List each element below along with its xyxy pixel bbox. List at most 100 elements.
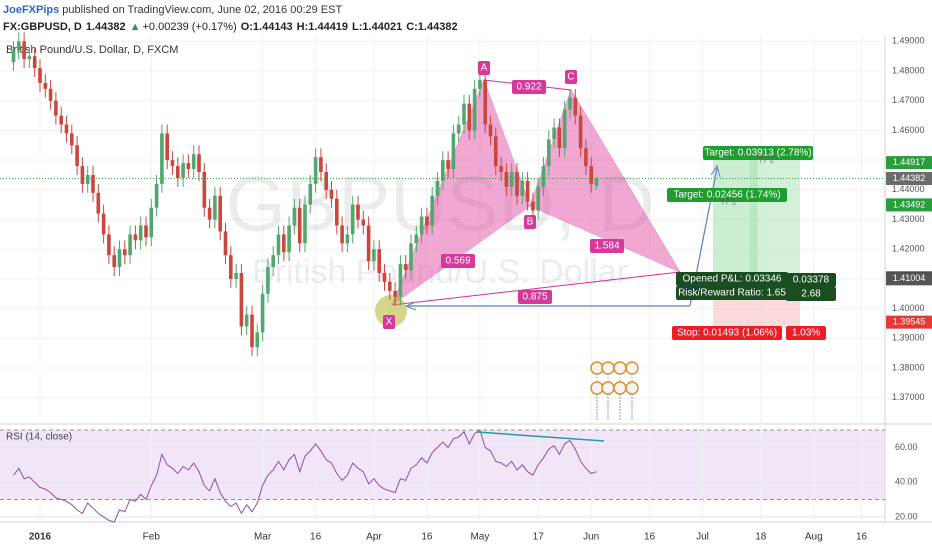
- candle-body: [154, 183, 159, 208]
- candle-body: [255, 332, 260, 348]
- candle-body: [403, 264, 408, 271]
- candle-body: [541, 166, 546, 187]
- ratio-label-box: [512, 80, 546, 94]
- candle-body: [419, 216, 424, 235]
- candle-body: [101, 213, 106, 235]
- rsi-tick-label: 20.00: [895, 511, 918, 521]
- price-label-box: [886, 272, 932, 286]
- candle-body: [568, 97, 572, 110]
- ratio-label-box: [441, 254, 475, 268]
- candle-body: [382, 273, 387, 282]
- position-label-box: [786, 287, 836, 301]
- candle-body: [107, 234, 111, 256]
- candle-body: [191, 154, 196, 170]
- position-label-text: Target: 0.02456 (1.74%): [673, 190, 780, 201]
- x-tick-label: 16: [310, 532, 322, 543]
- pattern-point-text: A: [481, 63, 488, 74]
- author[interactable]: JoeFXPips: [3, 4, 59, 16]
- rsi-band: [0, 430, 885, 500]
- price-label-box: [886, 172, 932, 186]
- pattern-point-box: [565, 70, 577, 84]
- candle-body: [244, 314, 249, 327]
- candle-body: [340, 225, 344, 244]
- candle-body: [43, 82, 48, 89]
- ratio-label: 1.584: [590, 239, 624, 253]
- y-tick-label: 1.49000: [892, 36, 925, 46]
- pattern-point-text: C: [567, 72, 574, 83]
- candle-body: [467, 103, 472, 131]
- candle-body: [494, 136, 498, 167]
- ohlc-close: C:1.44382: [406, 21, 457, 33]
- price-label: 1.39545: [893, 317, 926, 327]
- ratio-label-text: 0.922: [516, 82, 541, 93]
- event-flag: [590, 381, 604, 395]
- change: +0.00239 (+0.17%): [143, 21, 237, 33]
- candle-body: [229, 255, 233, 279]
- candle-body: [430, 195, 434, 226]
- pattern-point-box: [524, 215, 536, 229]
- y-tick-label: 1.47000: [892, 95, 925, 105]
- pattern-point-text: X: [386, 317, 393, 328]
- candle-body: [388, 281, 392, 291]
- candle-body: [414, 234, 419, 244]
- pattern-point-text: B: [527, 217, 534, 228]
- y-tick-label: 1.37000: [892, 392, 925, 402]
- entry-arrow: [710, 164, 721, 178]
- candle-body: [525, 180, 530, 202]
- candle-body: [218, 195, 222, 232]
- candle-body: [462, 103, 466, 125]
- candle-body: [329, 189, 334, 199]
- price-label: 1.41004: [893, 273, 926, 283]
- rsi-tick-label: 40.00: [895, 477, 918, 487]
- position-label-text: Risk/Reward Ratio: 1.65: [678, 288, 786, 299]
- pattern-point: B: [524, 215, 536, 229]
- candle-body: [202, 172, 207, 208]
- position-label-text: 2.68: [801, 289, 821, 300]
- candle-body: [276, 234, 281, 256]
- event-flag: [601, 361, 615, 375]
- candle-body: [11, 50, 16, 63]
- position-label-box: [786, 273, 836, 287]
- x-tick-label: 2016: [29, 532, 52, 543]
- event-flag: [601, 381, 615, 395]
- position-label-box: [703, 146, 813, 160]
- candle-body: [27, 56, 32, 60]
- position-label-box: [672, 326, 782, 340]
- candle-body: [287, 225, 291, 253]
- position-label: 2.68: [786, 287, 836, 301]
- candle-body: [350, 204, 355, 235]
- x-tick-label: 16: [644, 532, 656, 543]
- candle-body: [425, 216, 429, 226]
- candle-body: [345, 234, 350, 244]
- position-label-text: Target: 0.03913 (2.78%): [704, 148, 811, 159]
- price-label: 1.44917: [893, 157, 926, 167]
- candle-body: [435, 180, 440, 196]
- x-tick-label: 17: [533, 532, 545, 543]
- candle-body: [54, 100, 58, 116]
- price-label: 1.43492: [893, 199, 926, 209]
- position-label: 1.03%: [786, 326, 826, 340]
- candle-body: [181, 163, 185, 178]
- publish-line: JoeFXPips published on TradingView.com, …: [3, 4, 342, 16]
- ratio-label-box: [518, 290, 552, 304]
- y-tick-label: 1.48000: [892, 65, 925, 75]
- price-label-box: [886, 198, 932, 212]
- x-tick-label: 18: [755, 532, 767, 543]
- candle-body: [297, 207, 302, 244]
- position-label: 0.03378: [786, 273, 836, 287]
- tp-label: TP1: [720, 196, 737, 206]
- price-label-box: [886, 156, 932, 170]
- candle-body: [520, 180, 525, 196]
- candle-body: [372, 249, 376, 262]
- candle-body: [478, 79, 482, 89]
- ratio-label-text: 0.875: [522, 292, 547, 303]
- candle-body: [38, 68, 42, 83]
- tp-label: TP2: [758, 154, 775, 164]
- candle-body: [303, 204, 307, 244]
- candle-body: [573, 97, 578, 116]
- candle-body: [170, 160, 175, 167]
- y-tick-label: 1.46000: [892, 125, 925, 135]
- symbol: FX:GBPUSD, D: [3, 21, 82, 33]
- candle-body: [91, 174, 95, 193]
